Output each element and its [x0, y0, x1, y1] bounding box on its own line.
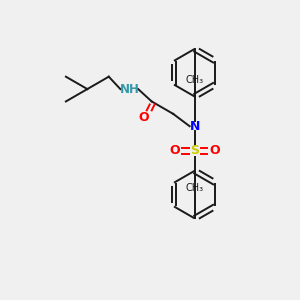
Text: NH: NH: [120, 82, 140, 96]
Text: O: O: [209, 145, 220, 158]
Text: N: N: [189, 120, 200, 133]
Text: CH₃: CH₃: [185, 183, 204, 193]
Text: O: O: [169, 145, 180, 158]
Text: S: S: [190, 145, 199, 158]
Text: CH₃: CH₃: [185, 75, 204, 85]
Text: O: O: [138, 111, 149, 124]
